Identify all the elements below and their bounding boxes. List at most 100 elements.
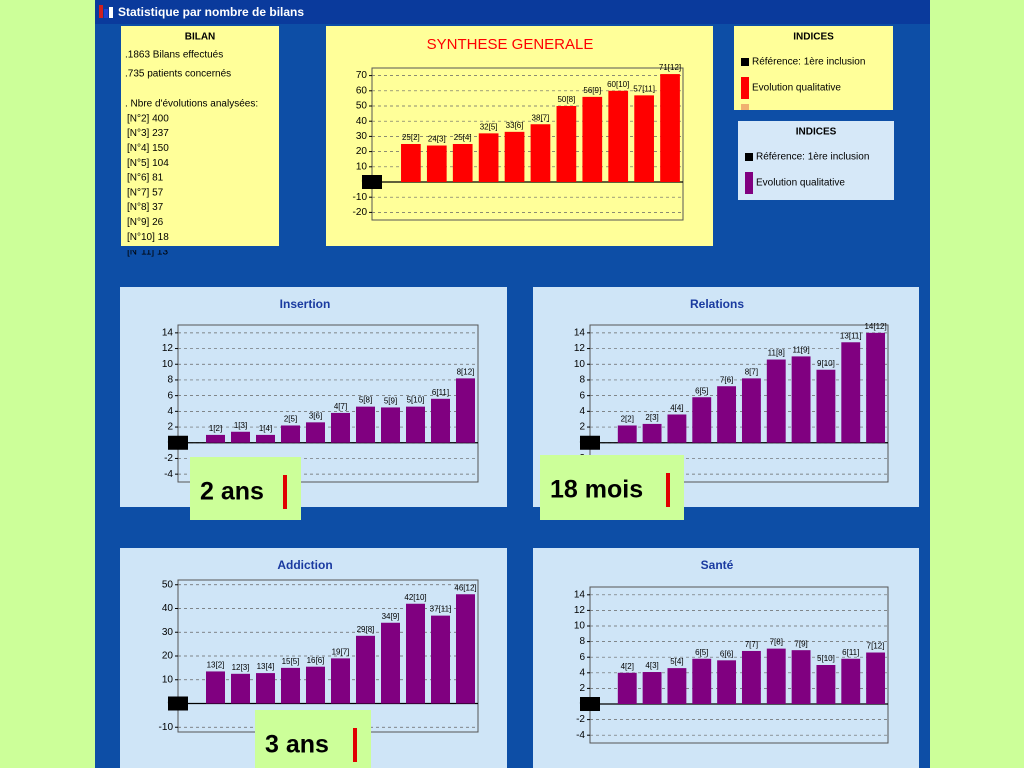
legend-swatch bbox=[745, 153, 753, 161]
reference-mark bbox=[580, 435, 600, 450]
plot-area bbox=[371, 67, 684, 221]
y-tick-label: 10 bbox=[574, 359, 586, 370]
bilan-line: [N°5] 104 bbox=[127, 158, 169, 169]
bar bbox=[617, 672, 637, 704]
y-tick-label: 60 bbox=[356, 85, 368, 96]
value-label: 6[5] bbox=[695, 386, 708, 395]
bar bbox=[406, 603, 425, 704]
bar bbox=[841, 658, 861, 704]
bilan-line: [N°11] 13 bbox=[127, 247, 168, 258]
bar bbox=[504, 131, 525, 182]
value-label: 1[3] bbox=[234, 421, 247, 430]
value-label: 1[2] bbox=[209, 424, 222, 433]
reference-mark bbox=[580, 697, 600, 711]
value-label: 2[5] bbox=[284, 415, 297, 424]
bar bbox=[582, 96, 603, 182]
y-tick-label: 50 bbox=[162, 579, 174, 590]
bilan-line: [N°4] 150 bbox=[127, 143, 169, 154]
window-title: Statistique par nombre de bilans bbox=[118, 5, 304, 19]
bar bbox=[816, 369, 836, 443]
value-label: 50[8] bbox=[557, 95, 575, 104]
value-label: 60[10] bbox=[607, 80, 629, 89]
value-label: 32[5] bbox=[480, 122, 498, 131]
bar bbox=[816, 665, 836, 704]
bilan-line: .1863 Bilans effectués bbox=[125, 50, 223, 61]
value-label: 37[11] bbox=[430, 605, 452, 614]
value-label: 4[4] bbox=[670, 404, 683, 413]
legend-swatch bbox=[741, 104, 749, 110]
y-tick-label: -2 bbox=[576, 714, 585, 725]
bar bbox=[791, 356, 811, 443]
bar bbox=[741, 650, 761, 704]
bar bbox=[281, 425, 300, 443]
legend-label: Evolution qualitative bbox=[756, 178, 845, 189]
bilan-line: [N°7] 57 bbox=[127, 187, 164, 198]
y-tick-label: 40 bbox=[162, 603, 174, 614]
bilan-panel bbox=[121, 26, 279, 246]
bar bbox=[667, 414, 687, 443]
bar bbox=[530, 124, 551, 182]
y-tick-label: -20 bbox=[353, 207, 368, 218]
chart-panel bbox=[120, 287, 507, 507]
bar bbox=[841, 342, 861, 443]
badge-bar bbox=[666, 473, 670, 507]
value-label: 8[7] bbox=[745, 367, 758, 376]
y-tick-label: 70 bbox=[356, 70, 368, 81]
value-label: 6[11] bbox=[432, 388, 449, 397]
chart-title: SYNTHESE GENERALE bbox=[427, 36, 594, 53]
y-tick-label: -4 bbox=[576, 730, 585, 741]
bar bbox=[766, 359, 786, 443]
value-label: 16[6] bbox=[307, 656, 325, 665]
y-tick-label: 12 bbox=[574, 605, 586, 616]
legend-panel bbox=[734, 26, 893, 110]
bar bbox=[660, 74, 680, 182]
bar bbox=[281, 667, 300, 704]
value-label: 25[4] bbox=[454, 133, 472, 142]
value-label: 25[2] bbox=[402, 133, 420, 142]
badge-label: 18 mois bbox=[550, 476, 643, 504]
value-label: 56[9] bbox=[583, 86, 601, 95]
bar bbox=[556, 106, 577, 182]
value-label: 46[12] bbox=[454, 583, 476, 592]
value-label: 6[5] bbox=[695, 648, 708, 657]
bar bbox=[608, 90, 629, 182]
value-label: 6[11] bbox=[842, 648, 859, 657]
y-tick-label: 40 bbox=[356, 116, 368, 127]
y-tick-label: 4 bbox=[579, 667, 585, 678]
legend-label: Référence: 1ère inclusion bbox=[756, 152, 869, 163]
bar bbox=[866, 652, 886, 704]
bar bbox=[692, 397, 712, 443]
legend-swatch bbox=[741, 58, 749, 66]
bar bbox=[381, 622, 400, 704]
y-tick-label: 10 bbox=[162, 674, 174, 685]
plot-area bbox=[589, 586, 889, 744]
bar bbox=[431, 615, 450, 704]
value-label: 14[12] bbox=[864, 322, 886, 331]
bar bbox=[401, 144, 421, 182]
value-label: 5[10] bbox=[817, 654, 835, 663]
value-label: 7[6] bbox=[720, 375, 733, 384]
bar bbox=[456, 378, 475, 443]
y-tick-label: 4 bbox=[167, 406, 173, 417]
value-label: 5[10] bbox=[407, 396, 425, 405]
value-label: 11[8] bbox=[768, 349, 785, 358]
bar bbox=[331, 412, 350, 443]
value-label: 24[3] bbox=[428, 135, 446, 144]
y-tick-label: 50 bbox=[356, 101, 368, 112]
value-label: 12[3] bbox=[232, 663, 250, 672]
y-tick-label: 2 bbox=[579, 683, 585, 694]
bar bbox=[406, 406, 425, 443]
bar bbox=[426, 145, 447, 182]
y-tick-label: 10 bbox=[162, 359, 174, 370]
value-label: 57[11] bbox=[633, 84, 655, 93]
bar bbox=[331, 658, 350, 704]
plot-area bbox=[177, 324, 479, 483]
bilan-line: . Nbre d'évolutions analysées: bbox=[125, 99, 258, 110]
value-label: 11[9] bbox=[792, 346, 809, 355]
badge-bar bbox=[283, 475, 287, 509]
badge bbox=[540, 455, 684, 520]
bar bbox=[766, 648, 786, 704]
value-label: 5[9] bbox=[384, 397, 397, 406]
chart-title: Insertion bbox=[280, 297, 331, 311]
legend-title: INDICES bbox=[793, 32, 834, 43]
